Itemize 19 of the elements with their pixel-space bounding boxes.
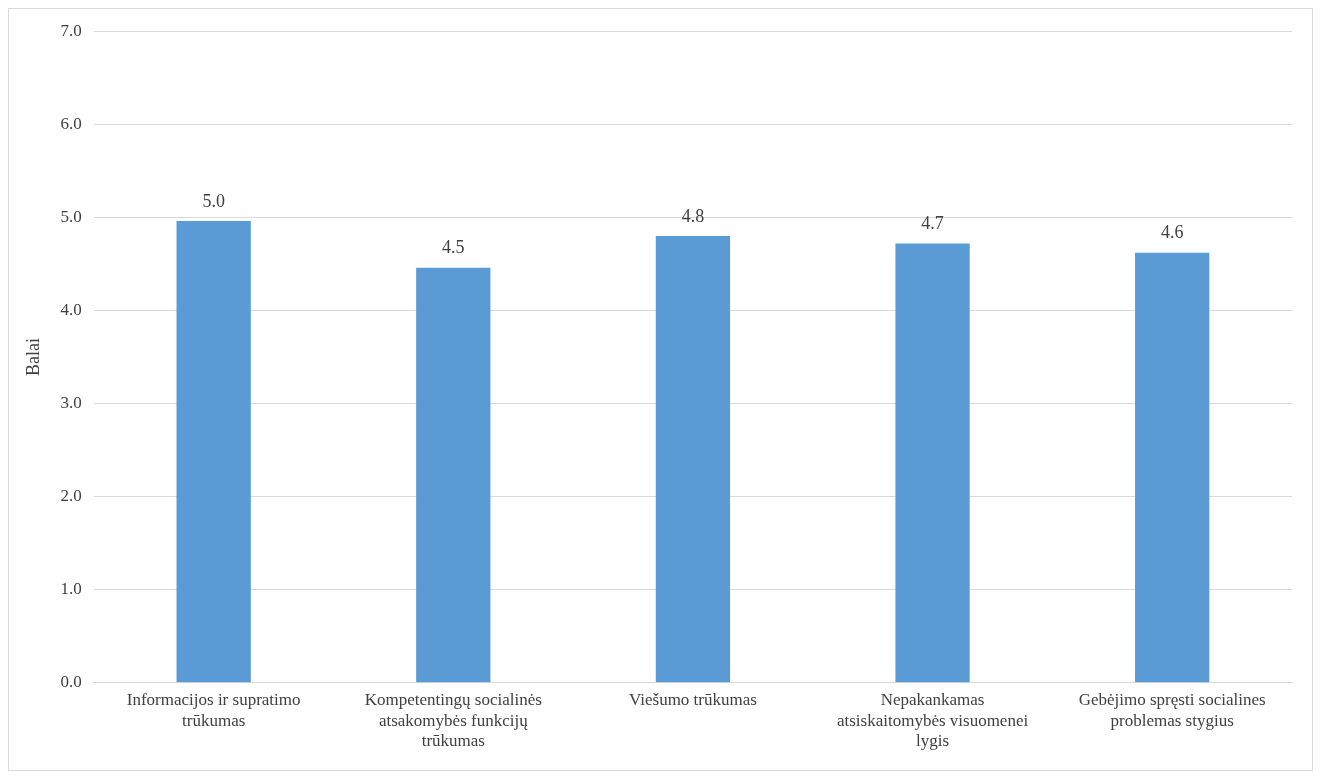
data-label: 4.5 bbox=[442, 237, 465, 258]
y-tick-label: 3.0 bbox=[60, 393, 82, 413]
y-tick-label: 1.0 bbox=[60, 579, 82, 599]
data-label: 5.0 bbox=[202, 190, 225, 211]
y-tick-label: 0.0 bbox=[60, 672, 82, 692]
y-tick-label: 6.0 bbox=[60, 113, 82, 133]
data-label: 4.8 bbox=[681, 205, 705, 226]
y-axis-title: Balai bbox=[22, 338, 43, 376]
y-tick-label: 4.0 bbox=[60, 299, 82, 319]
y-tick-label: 7.0 bbox=[60, 20, 82, 40]
y-tick-label: 2.0 bbox=[60, 486, 82, 506]
x-tick-label: Gebėjimo spręsti socialines problemas stygius bbox=[1078, 690, 1266, 730]
y-tick-label: 5.0 bbox=[60, 206, 82, 226]
data-label: 4.7 bbox=[921, 213, 944, 234]
x-tick-label: Informacijos ir supratimo trūkumas bbox=[126, 690, 301, 730]
x-tick-label: Viešumo trūkumas bbox=[628, 690, 757, 710]
x-tick-label: Kompetentingų socialinės atsakomybės funkcijų trūkumas bbox=[364, 690, 542, 751]
x-tick-label: Nepakankamas atsiskaitomybės visuomenei lygis bbox=[836, 690, 1029, 751]
data-label: 4.6 bbox=[1160, 222, 1184, 243]
